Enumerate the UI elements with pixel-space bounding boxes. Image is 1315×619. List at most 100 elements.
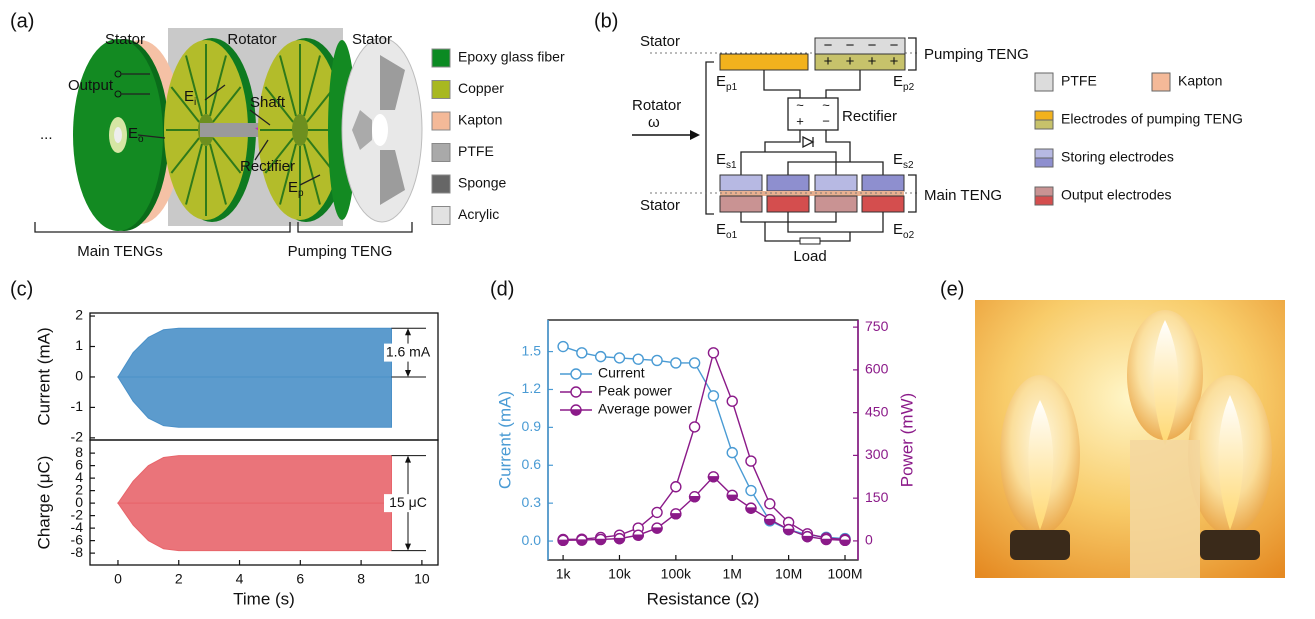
photo — [975, 300, 1285, 578]
spoke — [185, 55, 203, 117]
legend-label: PTFE — [458, 143, 494, 159]
data-marker — [688, 357, 701, 369]
label: Stator — [640, 33, 680, 50]
electrode-label: Eo — [128, 125, 144, 145]
label: Shaft — [250, 94, 286, 111]
y2-tick-label: 600 — [865, 361, 889, 377]
storing-electrode — [766, 174, 810, 192]
wire — [740, 212, 884, 242]
socket — [1200, 530, 1260, 560]
series-line — [562, 345, 846, 540]
label: Rectifier — [240, 158, 295, 175]
y-tick-label: 0 — [75, 494, 83, 510]
legend-label: Output electrodes — [1061, 187, 1172, 203]
bracket — [908, 174, 917, 213]
spoke — [170, 137, 200, 174]
signal-area — [117, 502, 392, 552]
output-electrode — [814, 195, 858, 213]
data-marker — [594, 350, 607, 363]
legend-swatch — [1034, 119, 1054, 130]
charge: − — [846, 37, 855, 54]
storing-electrode — [719, 174, 763, 192]
legend-swatch — [431, 80, 451, 99]
legend-label: Epoxy glass fiber — [458, 49, 565, 65]
data-marker — [707, 471, 720, 483]
label-base: E — [893, 221, 903, 238]
symbol: ~ — [822, 97, 830, 112]
charge: − — [824, 37, 833, 54]
marker-half — [782, 528, 795, 536]
data-marker — [745, 484, 757, 497]
data-marker — [726, 395, 738, 407]
label: Output — [68, 77, 114, 94]
y-tick-label: 0 — [75, 368, 83, 384]
y-tick-label: 4 — [75, 469, 83, 485]
electrode-label: Es1 — [716, 151, 737, 171]
charges: − − − − + + + + — [824, 37, 899, 70]
legend-swatch — [1034, 148, 1054, 159]
annotation-guide — [391, 455, 426, 552]
panel-label: (e) — [940, 278, 964, 300]
symbol: + — [796, 113, 804, 128]
storing-electrode — [861, 174, 905, 192]
label: Stator — [105, 31, 145, 48]
y2-tick-label: 150 — [865, 489, 889, 505]
label-base: E — [893, 73, 903, 90]
y-tick-label: 0.0 — [522, 532, 542, 548]
marker-ring — [688, 421, 701, 433]
data-marker — [651, 354, 663, 367]
legend-swatch — [1034, 195, 1054, 206]
spoke — [170, 86, 200, 123]
electrode-label: Eo2 — [893, 221, 915, 241]
wire — [740, 151, 884, 175]
marker-half — [707, 476, 720, 483]
marker-half — [632, 534, 644, 541]
legend-swatch — [431, 174, 451, 194]
annotation-bg — [384, 494, 432, 513]
y-tick-label: -2 — [71, 506, 84, 522]
legend-label: Electrodes of pumping TENG — [1061, 111, 1243, 127]
signal-area — [117, 327, 392, 378]
acrylic-hole — [372, 114, 388, 146]
marker-ring — [632, 353, 644, 365]
label: Main TENGs — [77, 243, 163, 260]
label-sub: p — [298, 188, 304, 199]
y-tick-label: 2 — [75, 481, 83, 497]
y-tick-label: -1 — [71, 398, 84, 414]
marker-ring — [651, 506, 663, 519]
legend-label: Storing electrodes — [1061, 149, 1174, 165]
label-base: E — [288, 179, 298, 196]
y2-tick-label: 0 — [865, 532, 873, 548]
y-tick-label: 1.5 — [522, 342, 542, 358]
legend-marker — [570, 404, 582, 416]
legend-swatch — [1034, 110, 1054, 121]
annotation: 15 μC — [389, 494, 427, 510]
annotation-guide — [391, 327, 426, 378]
label-sub: o2 — [903, 230, 915, 241]
y-axis-label: Charge (μC) — [34, 456, 53, 550]
data-marker — [745, 455, 757, 467]
charge: − — [890, 37, 899, 54]
marker-half — [764, 518, 776, 526]
socket — [1010, 530, 1070, 560]
legend-swatch — [1034, 72, 1054, 92]
marker-ring — [726, 446, 738, 459]
legend-swatch — [1151, 72, 1171, 92]
pumping-electrode — [719, 53, 809, 71]
data-marker — [651, 522, 663, 534]
x-tick-label: 10k — [608, 566, 632, 582]
marker-half — [570, 409, 582, 416]
marker-ring — [570, 386, 582, 398]
y2-tick-label: 450 — [865, 403, 889, 419]
legend-marker — [570, 368, 582, 380]
marker-half — [745, 507, 757, 514]
label: Stator — [352, 31, 392, 48]
load — [799, 237, 821, 245]
label-base: E — [184, 88, 194, 105]
marker-ring — [764, 498, 776, 510]
data-marker — [820, 533, 832, 546]
label: Rotator — [632, 97, 681, 114]
data-marker — [632, 353, 644, 365]
legend-label: Copper — [458, 80, 504, 96]
data-marker — [745, 502, 757, 514]
